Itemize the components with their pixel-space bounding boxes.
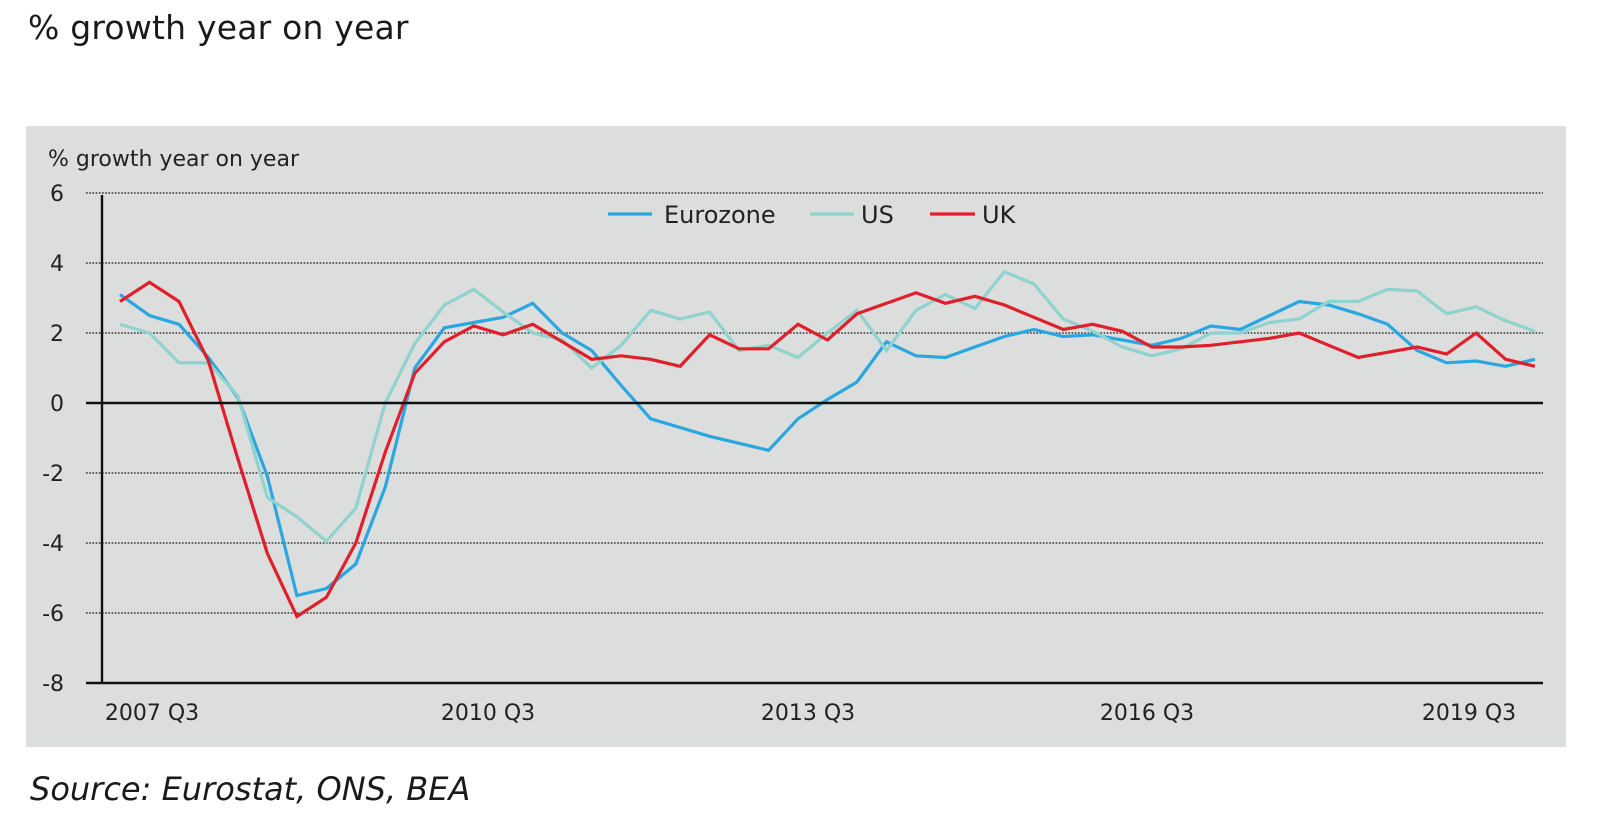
y-tick-labels: 6 4 2 0 -2 -4 -6 -8 [42,182,64,697]
series-line-eurozone [119,293,1536,598]
page-title: % growth year on year [28,8,409,47]
y-tick-label: -4 [42,532,64,557]
y-tick-label: 2 [50,322,64,347]
y-tick-label: 0 [50,392,64,417]
legend: Eurozone US UK [608,201,1017,229]
y-tick-label: 6 [50,182,64,207]
x-tick-label: 2007 Q3 [105,701,199,726]
x-tick-label: 2010 Q3 [441,701,535,726]
series-lines [119,269,1536,619]
legend-label-uk: UK [982,201,1017,229]
x-tick-label: 2016 Q3 [1100,701,1194,726]
x-tick-label: 2013 Q3 [761,701,855,726]
x-tick-labels: 2007 Q3 2010 Q3 2013 Q3 2016 Q3 2019 Q3 [105,701,1516,726]
axes [86,195,1543,685]
legend-label-eurozone: Eurozone [664,201,776,229]
y-tick-label: -6 [42,602,64,627]
y-axis-label: % growth year on year [48,147,300,172]
series-line-us [119,269,1536,544]
y-tick-label: -2 [42,462,64,487]
legend-label-us: US [861,201,894,229]
y-tick-label: 4 [50,252,64,277]
source-note: Source: Eurostat, ONS, BEA [30,770,471,808]
series-line-uk [119,280,1536,619]
x-tick-label: 2019 Q3 [1422,701,1516,726]
chart-panel [26,126,1566,747]
y-tick-label: -8 [42,672,64,697]
